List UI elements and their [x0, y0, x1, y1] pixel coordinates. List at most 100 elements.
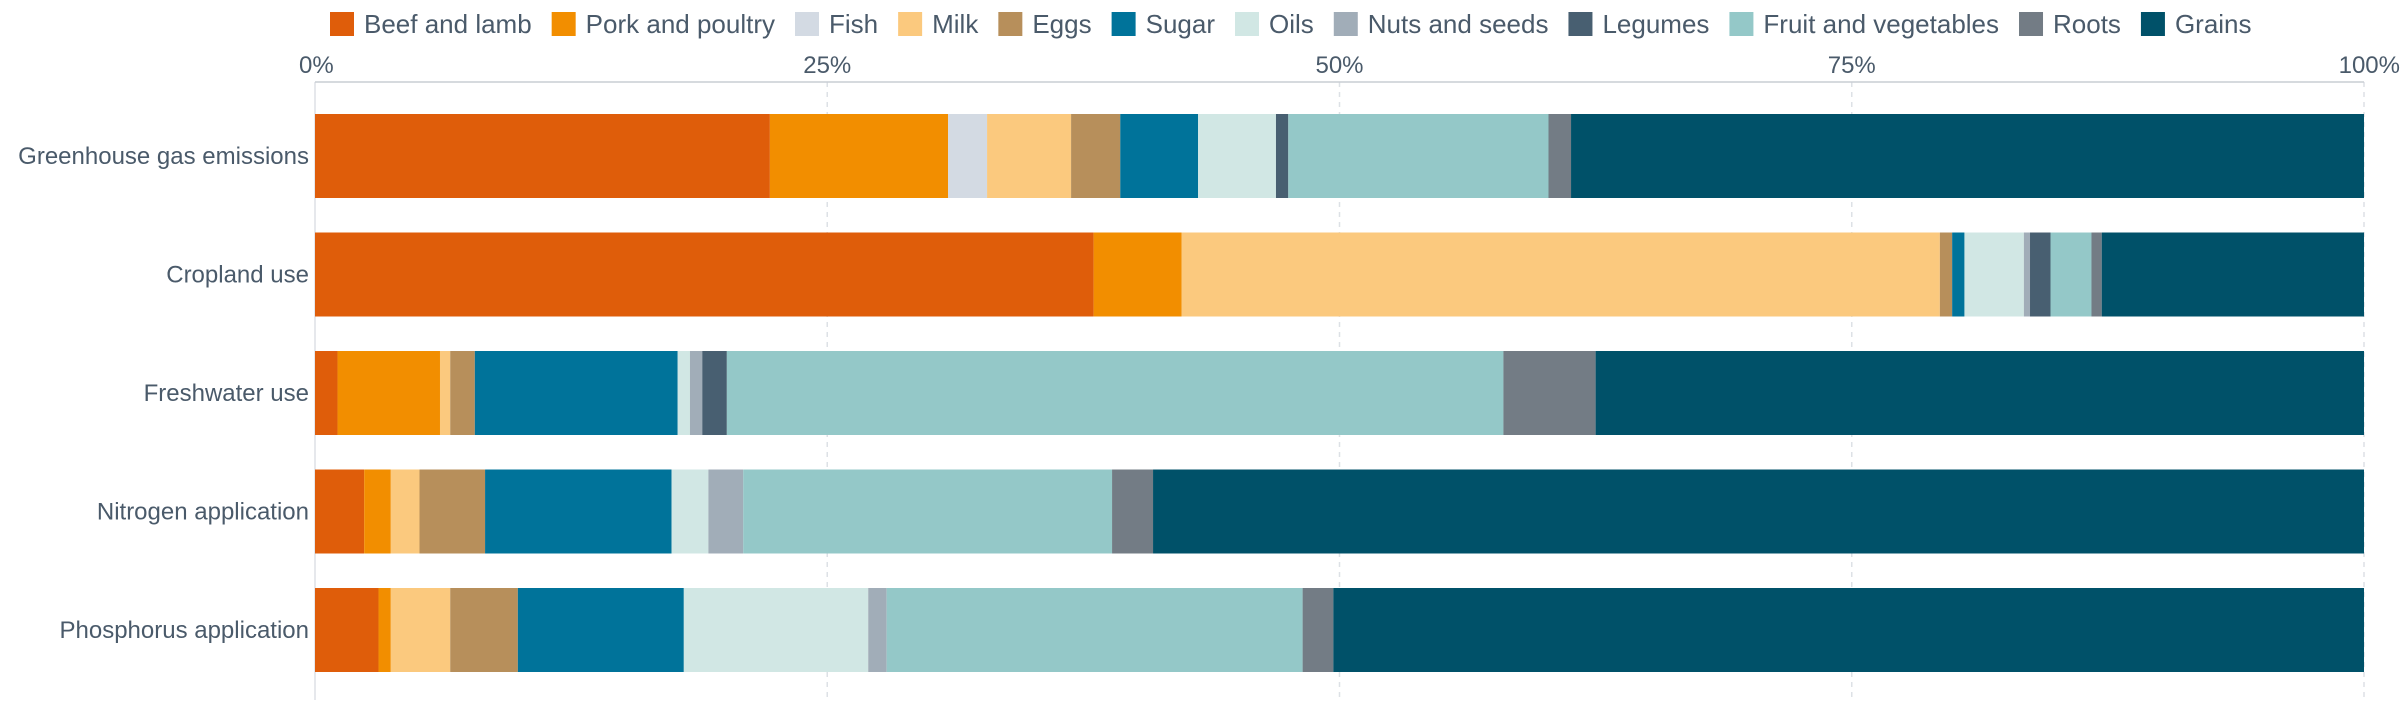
bar-segment-grains: [1153, 469, 2364, 554]
bar-row-freshwater-use: [315, 351, 2364, 435]
category-label: Phosphorus application: [59, 617, 309, 644]
bar-segment-grains: [1571, 114, 2364, 198]
bar-segment-milk: [1181, 232, 1940, 317]
category-label: Freshwater use: [144, 380, 309, 407]
bar-segment-sugar: [474, 351, 678, 435]
legend-swatch: [998, 12, 1023, 36]
legend-swatch: [2019, 12, 2044, 36]
legend-swatch: [1729, 12, 1754, 36]
legend-label: Milk: [932, 9, 979, 39]
bar-segment-eggs: [450, 588, 518, 672]
bar-segment-pork-and-poultry: [769, 114, 949, 198]
legend-label: Pork and poultry: [586, 9, 775, 39]
bar-segment-pork-and-poultry: [337, 351, 440, 435]
legend-label: Oils: [1269, 9, 1314, 39]
bar-segment-roots: [1548, 114, 1572, 198]
bar-segment-fish: [948, 114, 988, 198]
bar-segment-roots: [2091, 232, 2102, 317]
legend-swatch: [1111, 12, 1136, 36]
legend-swatch: [898, 12, 923, 36]
legend: Beef and lamb Pork and poultry Fish Milk Egg…: [330, 9, 2252, 39]
bar-segment-legumes: [2030, 232, 2051, 317]
legend-item-beef-and-lamb: Beef and lamb: [330, 9, 532, 39]
bar-segment-sugar: [485, 469, 672, 554]
legend-swatch: [2140, 12, 2165, 36]
bar-segment-fruit-and-vegetables: [2050, 232, 2092, 317]
bar-segment-sugar: [517, 588, 684, 672]
bar-segment-eggs: [450, 351, 475, 435]
bar-segment-beef-and-lamb: [315, 588, 379, 672]
bar-segment-oils: [683, 588, 869, 672]
bar-segment-milk: [390, 588, 451, 672]
bar-segment-oils: [671, 469, 709, 554]
x-tick-label: 100%: [2339, 52, 2400, 79]
legend-swatch: [795, 12, 819, 36]
legend-label: Grains: [2175, 9, 2252, 39]
legend-label: Fish: [829, 9, 878, 39]
bar-segment-fruit-and-vegetables: [743, 469, 1113, 554]
bar-segment-grains: [2101, 232, 2364, 317]
legend-item-sugar: Sugar: [1111, 9, 1215, 39]
bar-segment-roots: [1302, 588, 1334, 672]
bar-segment-nuts-and-seeds: [868, 588, 887, 672]
bar-row-cropland-use: [315, 232, 2364, 317]
legend-item-pork-and-poultry: Pork and poultry: [551, 9, 775, 39]
legend-swatch: [1568, 12, 1593, 36]
legend-item-fruit-and-vegetables: Fruit and vegetables: [1729, 9, 1999, 39]
bar-segment-fruit-and-vegetables: [726, 351, 1504, 435]
bar-segment-nuts-and-seeds: [689, 351, 703, 435]
bar-segment-eggs: [419, 469, 486, 554]
bar-segment-pork-and-poultry: [364, 469, 391, 554]
bar-segment-pork-and-poultry: [378, 588, 391, 672]
legend-item-grains: Grains: [2140, 9, 2252, 39]
legend-swatch: [1235, 12, 1259, 36]
legend-label: Roots: [2053, 9, 2121, 39]
bar-segment-legumes: [1275, 114, 1289, 198]
bar-row-nitrogen-application: [315, 469, 2364, 554]
bar-segment-beef-and-lamb: [315, 351, 338, 435]
bar-segment-milk: [987, 114, 1072, 198]
x-tick-label: 75%: [1828, 52, 1876, 79]
category-label: Nitrogen application: [97, 499, 309, 526]
bar-segment-grains: [1333, 588, 2364, 672]
category-label: Cropland use: [166, 262, 309, 289]
legend-label: Fruit and vegetables: [1763, 9, 1999, 39]
legend-item-eggs: Eggs: [998, 9, 1092, 39]
x-tick-label: 50%: [1315, 52, 1363, 79]
category-label: Greenhouse gas emissions: [18, 143, 309, 170]
bar-segment-legumes: [702, 351, 727, 435]
bar-segment-fruit-and-vegetables: [886, 588, 1303, 672]
bar-segment-milk: [390, 469, 420, 554]
bar-segment-oils: [1198, 114, 1276, 198]
bar-segment-eggs: [1071, 114, 1121, 198]
bar-segment-eggs: [1939, 232, 1953, 317]
bar-segment-sugar: [1952, 232, 1965, 317]
legend-item-legumes: Legumes: [1568, 9, 1709, 39]
bar-segment-milk: [439, 351, 451, 435]
bar-segment-nuts-and-seeds: [2023, 232, 2031, 317]
legend-item-milk: Milk: [898, 9, 979, 39]
legend-item-nuts-and-seeds: Nuts and seeds: [1333, 9, 1549, 39]
x-tick-label: 25%: [803, 52, 851, 79]
legend-item-fish: Fish: [795, 9, 878, 39]
legend-label: Legumes: [1602, 9, 1709, 39]
bar-segment-nuts-and-seeds: [708, 469, 744, 554]
bar-segment-pork-and-poultry: [1093, 232, 1182, 317]
legend-swatch: [551, 12, 576, 36]
bar-segment-oils: [1964, 232, 2024, 317]
legend-item-oils: Oils: [1235, 9, 1314, 39]
legend-label: Beef and lamb: [364, 9, 532, 39]
bar-segment-roots: [1503, 351, 1596, 435]
bar-segment-roots: [1112, 469, 1154, 554]
bar-row-greenhouse-gas-emissions: [315, 114, 2364, 198]
bar-segment-grains: [1595, 351, 2364, 435]
bar-segment-beef-and-lamb: [315, 232, 1094, 317]
bar-segment-fruit-and-vegetables: [1288, 114, 1549, 198]
legend-label: Eggs: [1032, 9, 1091, 39]
legend-label: Nuts and seeds: [1368, 9, 1549, 39]
bar-row-phosphorus-application: [315, 588, 2364, 672]
bar-segment-beef-and-lamb: [315, 114, 770, 198]
legend-swatch: [330, 12, 354, 36]
